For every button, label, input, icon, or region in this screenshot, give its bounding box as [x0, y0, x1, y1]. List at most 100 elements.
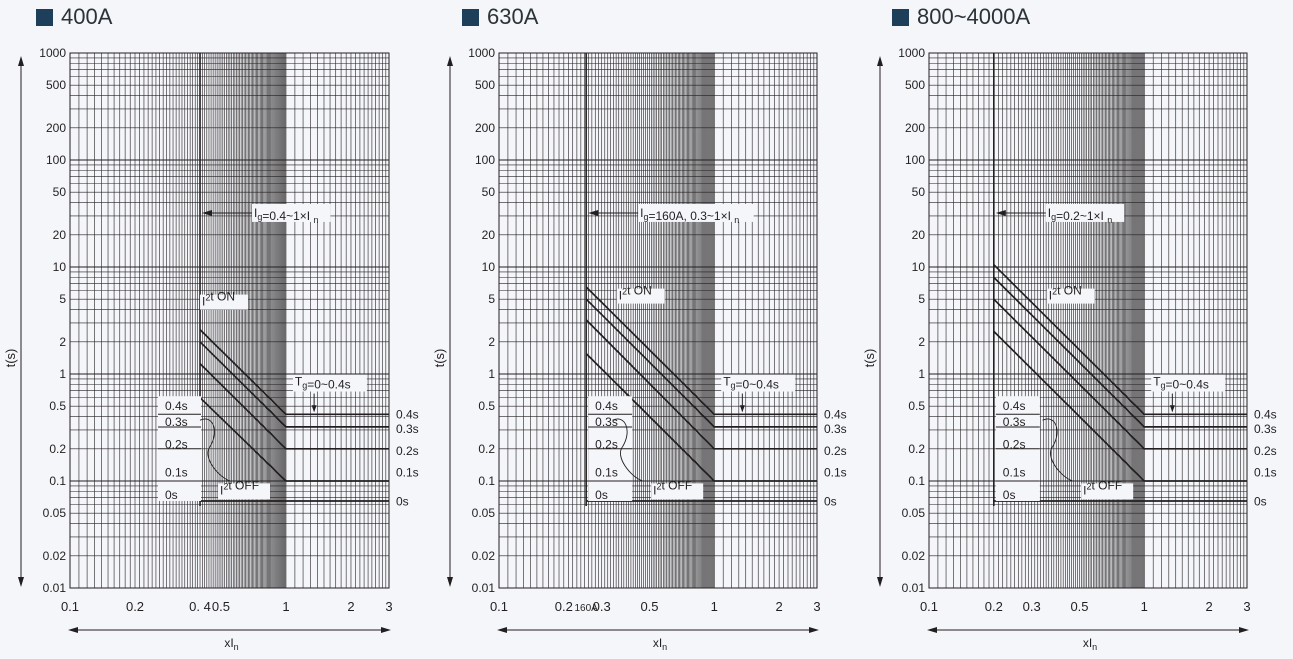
- left-series-label: 0.2s: [1003, 437, 1026, 451]
- x-tick-label: 0.2: [126, 599, 144, 614]
- arrow-down-icon: [18, 577, 24, 587]
- series-line-0-3s: [585, 298, 817, 428]
- arrow-down-icon: [447, 577, 453, 587]
- arrow-left-icon: [68, 627, 78, 633]
- y-tick-label: 1: [59, 367, 66, 381]
- y-tick-label: 1000: [468, 46, 495, 60]
- chart-panel-1: 0.01 0.02 0.05 0.1 0.2 0.5 1 2 5 10 20 50 100 200 500 1…: [432, 46, 847, 652]
- left-series-label: 0.3s: [595, 415, 618, 429]
- y-tick-label: 0.1: [478, 474, 495, 488]
- plot-border: [69, 52, 390, 589]
- right-series-label: 0.2s: [824, 444, 847, 458]
- y-tick-label: 0.5: [908, 399, 925, 413]
- y-axis-label: t(s): [3, 349, 18, 368]
- chart-title-text: 630A: [487, 4, 539, 29]
- right-series-label: 0.2s: [396, 444, 419, 458]
- i2t-on-label: I2t ON: [1049, 284, 1082, 303]
- i2t-off-label: I2t OFF: [1083, 478, 1122, 497]
- right-series-label: 0s: [824, 495, 837, 509]
- ig-label-bg: [1045, 203, 1125, 222]
- left-series-label: 0.1s: [165, 466, 188, 480]
- plot-border: [498, 52, 818, 589]
- y-tick-label: 0.05: [472, 506, 496, 520]
- y-tick-label: 100: [46, 153, 66, 167]
- right-series-label: 0.1s: [824, 466, 847, 480]
- x-tick-label: 0.3: [1023, 599, 1041, 614]
- y-tick-label: 1000: [39, 46, 66, 60]
- y-tick-label: 200: [475, 121, 495, 135]
- y-tick-label: 20: [912, 228, 926, 242]
- y-tick-label: 20: [53, 228, 67, 242]
- y-tick-label: 0.1: [49, 474, 66, 488]
- y-tick-label: 10: [912, 260, 926, 274]
- right-series-label: 0.4s: [396, 407, 419, 421]
- tg-range-label: Tg=0~0.4s: [1153, 375, 1209, 392]
- i2t-off-bg: [1081, 483, 1134, 500]
- x-tick-label: 0.2: [985, 599, 1003, 614]
- i2t-off-pointer: [199, 418, 231, 482]
- left-series-label: 0.3s: [165, 415, 188, 429]
- chart-title-text: 800~4000A: [917, 4, 1031, 29]
- y-tick-label: 100: [475, 153, 495, 167]
- left-series-label: 0.4s: [595, 399, 618, 413]
- right-series-label: 0.2s: [1254, 444, 1277, 458]
- y-tick-label: 5: [488, 292, 495, 306]
- series-line-0-2s: [585, 319, 817, 450]
- plot-border: [928, 52, 1248, 589]
- left-series-label: 0.4s: [1003, 399, 1026, 413]
- x-tick-label: 3: [385, 599, 392, 614]
- x-tick-label: 0.5: [640, 599, 658, 614]
- x-tick-label: 0.1: [490, 599, 508, 614]
- chart-title-630a: 630A: [462, 4, 538, 30]
- chart-title-text: 400A: [61, 4, 113, 29]
- series-line-0-1s: [199, 397, 389, 482]
- arrow-down-icon: [877, 577, 883, 587]
- right-series-label: 0.3s: [824, 422, 847, 436]
- tg-range-label: Tg=0~0.4s: [295, 375, 351, 392]
- arrow-right-icon: [1239, 627, 1249, 633]
- y-tick-label: 0.01: [43, 581, 67, 595]
- i2t-off-bg: [218, 483, 271, 500]
- y-tick-label: 500: [46, 78, 66, 92]
- y-tick-label: 0.1: [908, 474, 925, 488]
- y-tick-label: 500: [905, 78, 925, 92]
- x-tick-label: 0.5: [1070, 599, 1088, 614]
- tg-range-label: Tg=0~0.4s: [723, 375, 779, 392]
- y-tick-label: 1: [918, 367, 925, 381]
- y-tick-label: 0.05: [902, 506, 926, 520]
- series-line-0-2s: [993, 298, 1247, 450]
- y-tick-label: 10: [53, 260, 67, 274]
- x-tick-label: 160A: [574, 603, 598, 614]
- x-tick-label: 0.1: [920, 599, 938, 614]
- ig-range-label: Ig=160A, 0.3~1×I n: [640, 206, 739, 225]
- x-tick-label: 2: [347, 599, 354, 614]
- y-tick-label: 0.02: [43, 549, 67, 563]
- y-tick-label: 100: [905, 153, 925, 167]
- i2t-on-bg: [616, 288, 665, 304]
- chart-title-800-4000a: 800~4000A: [892, 4, 1030, 30]
- y-tick-label: 0.5: [478, 399, 495, 413]
- x-tick-label: 0.5: [212, 599, 230, 614]
- left-series-label: 0.2s: [165, 437, 188, 451]
- arrow-up-icon: [447, 56, 453, 66]
- arrow-right-icon: [381, 627, 391, 633]
- right-series-label: 0s: [1254, 495, 1267, 509]
- y-axis-label: t(s): [432, 349, 447, 368]
- chart-title-400a: 400A: [36, 4, 112, 30]
- y-tick-label: 5: [59, 292, 66, 306]
- y-tick-label: 50: [53, 185, 67, 199]
- series-line-0-2s: [199, 362, 389, 450]
- x-tick-label: 0.1: [61, 599, 79, 614]
- i2t-off-pointer: [612, 418, 643, 482]
- arrow-down-icon: [311, 405, 317, 413]
- i2t-on-bg: [1046, 288, 1095, 304]
- y-axis-label: t(s): [862, 349, 877, 368]
- y-tick-label: 0.2: [49, 442, 66, 456]
- chart-panel-2: 0.01 0.02 0.05 0.1 0.2 0.5 1 2 5 10 20 50 100 200 500 1…: [862, 46, 1277, 652]
- x-tick-label: 0.3: [593, 599, 611, 614]
- x-axis-label: xIn: [224, 636, 238, 652]
- i2t-off-bg: [651, 483, 704, 500]
- x-tick-label: 0. 4: [189, 599, 211, 614]
- right-series-label: 0.4s: [1254, 407, 1277, 421]
